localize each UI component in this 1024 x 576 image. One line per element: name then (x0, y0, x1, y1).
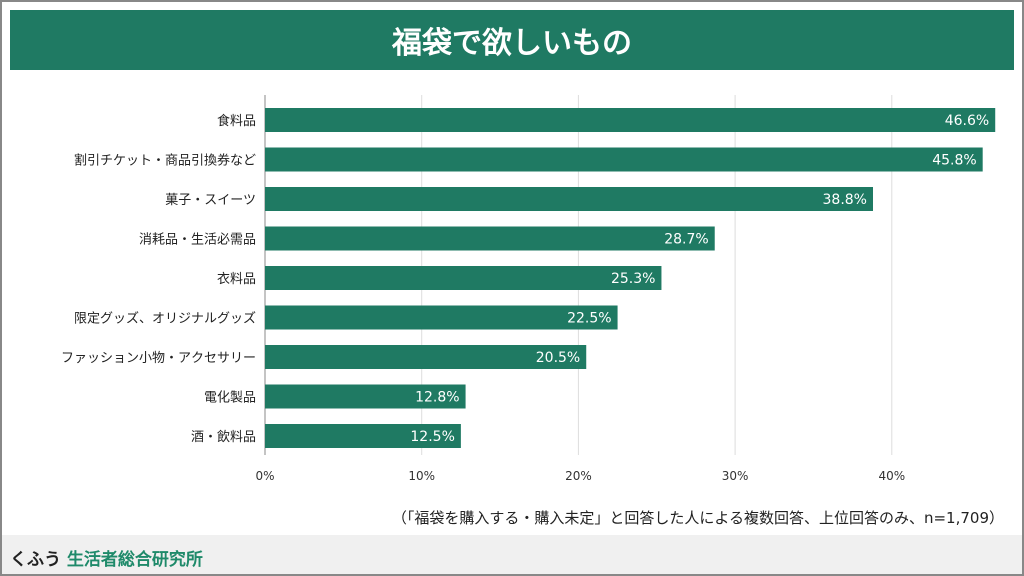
category-label: 食料品 (217, 113, 256, 129)
chart-note: （「福袋を購入する・購入未定」と回答した人による複数回答、上位回答のみ、n=1,… (391, 509, 1004, 527)
x-tick-label: 0% (255, 469, 274, 483)
category-label: 衣料品 (217, 271, 256, 287)
x-tick-label: 40% (878, 469, 905, 483)
footer: くふう 生活者総合研究所 (2, 535, 1022, 574)
category-label: 限定グッズ、オリジナルグッズ (74, 311, 256, 327)
value-label: 12.5% (410, 429, 454, 445)
value-label: 22.5% (567, 311, 611, 327)
bar (265, 305, 618, 330)
category-label: 電化製品 (204, 391, 256, 406)
title-bar: 福袋で欲しいもの (10, 10, 1014, 70)
bar (265, 187, 873, 211)
category-label: 菓子・スイーツ (165, 193, 256, 208)
value-label: 45.8% (932, 153, 976, 169)
category-label: 消耗品・生活必需品 (139, 233, 256, 248)
bar (265, 108, 996, 132)
value-label: 46.6% (945, 113, 989, 129)
bar (265, 384, 466, 409)
brand-prefix: くふう (10, 550, 61, 570)
category-label: 割引チケット・商品引換券など (74, 153, 256, 169)
x-tick-label: 30% (722, 469, 749, 483)
chart-title: 福袋で欲しいもの (392, 26, 632, 61)
bar (265, 226, 715, 251)
x-tick-label: 20% (565, 469, 592, 483)
value-label: 12.8% (415, 390, 459, 406)
value-label: 25.3% (611, 271, 655, 287)
bar (265, 345, 587, 369)
brand-name: 生活者総合研究所 (66, 550, 203, 570)
value-label: 38.8% (823, 192, 867, 208)
bar (265, 147, 983, 172)
value-label: 28.7% (664, 232, 708, 248)
value-label: 20.5% (536, 350, 580, 366)
bar (265, 424, 461, 448)
brand-logo: くふう 生活者総合研究所 (10, 545, 203, 570)
x-tick-label: 10% (408, 469, 435, 483)
bar (265, 266, 662, 290)
category-label: 酒・飲料品 (191, 429, 256, 445)
category-label: ファッション小物・アクセサリー (61, 351, 256, 366)
